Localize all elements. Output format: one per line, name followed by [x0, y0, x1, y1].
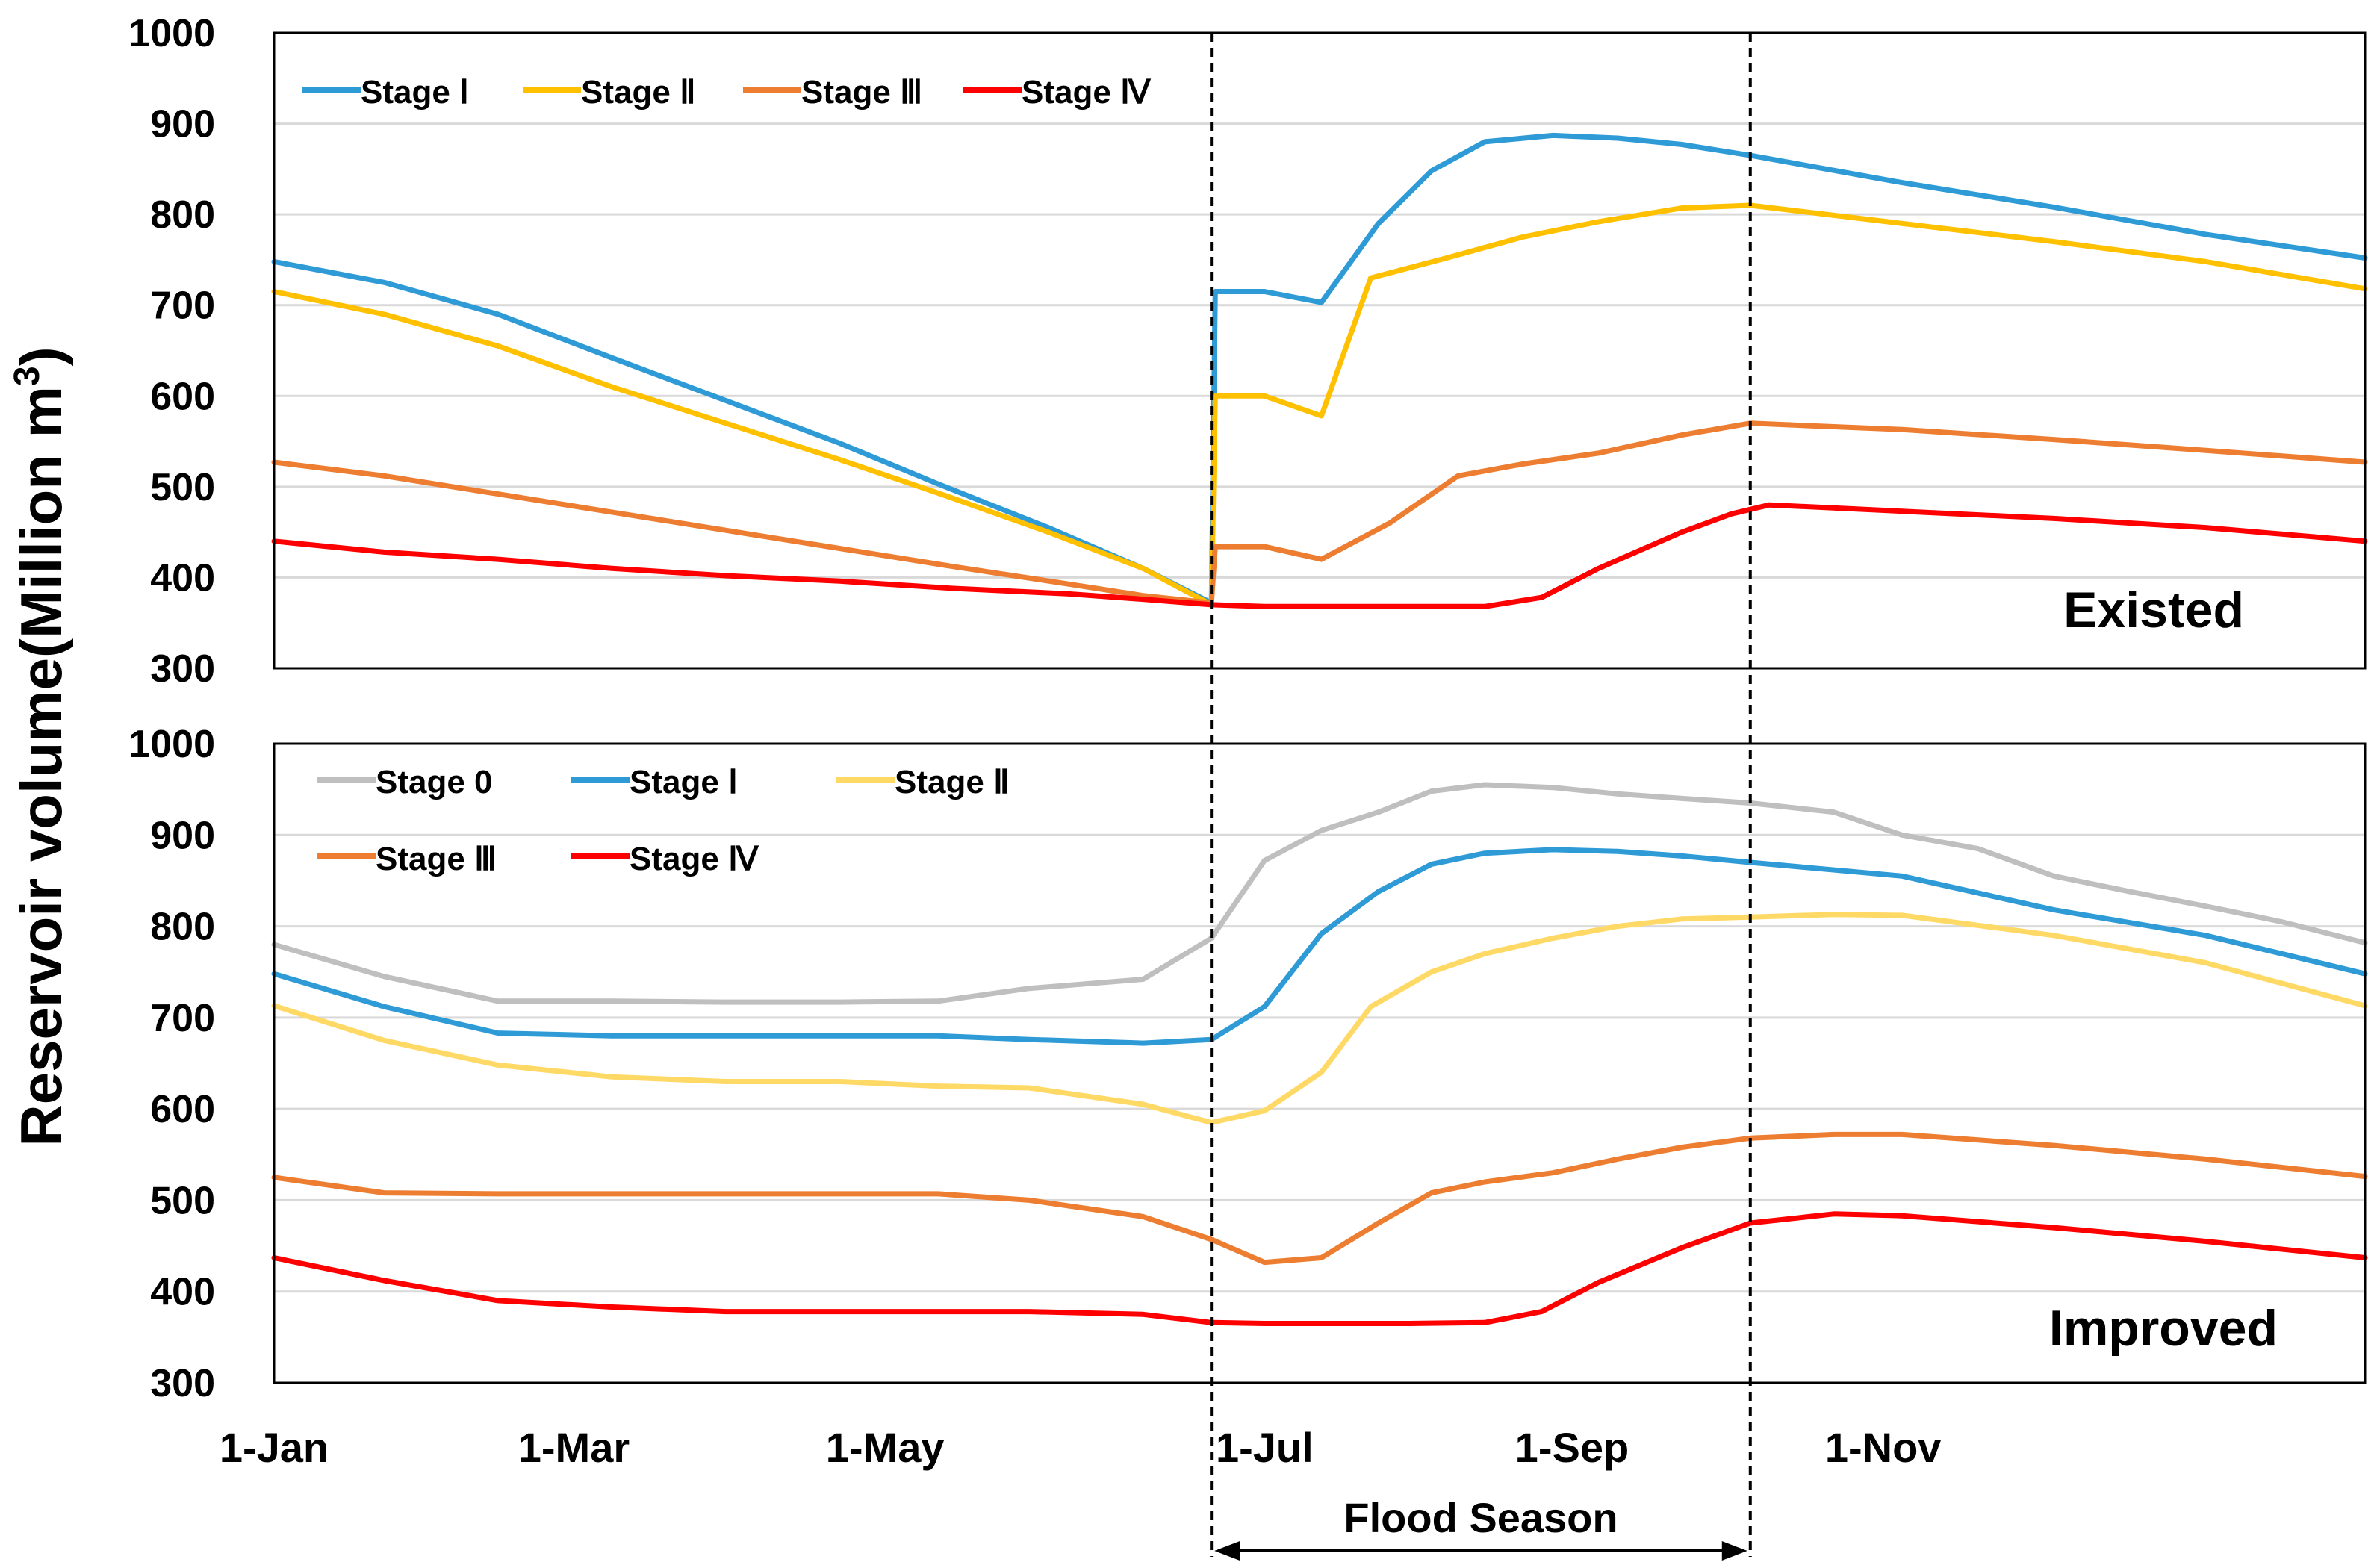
- y-axis-title-close: ): [8, 346, 74, 366]
- y-tick-label: 400: [150, 556, 215, 600]
- y-tick-label: 900: [150, 814, 215, 857]
- panel-existed: 300 400 500 600 700 800 900 1000 Stage Ⅰ Stage Ⅱ…: [128, 12, 2368, 691]
- x-tick-label: 1-Mar: [518, 1424, 630, 1471]
- legend-label: Stage Ⅰ: [361, 74, 469, 111]
- series-line: [271, 132, 2368, 606]
- y-tick-label: 700: [150, 997, 215, 1040]
- series-line: [271, 1131, 2368, 1266]
- legend-label: Stage Ⅱ: [581, 74, 696, 111]
- x-tick-label: 1-Nov: [1825, 1424, 1942, 1471]
- y-tick-label: 300: [150, 647, 215, 691]
- series-line: [271, 420, 2368, 606]
- legend-label: Stage Ⅱ: [895, 764, 1010, 800]
- x-tick-label: 1-Jul: [1216, 1424, 1314, 1471]
- plot-frame-improved: [273, 742, 2367, 1384]
- legend-label: Stage Ⅳ: [1022, 74, 1152, 111]
- plot-frame-existed: [273, 31, 2367, 670]
- panel-label-improved: Improved: [2049, 1300, 2278, 1357]
- y-tick-label: 600: [150, 1088, 215, 1131]
- y-tick-label: 1000: [128, 12, 215, 55]
- y-axis-title-main: Reservoir volume(Million m: [8, 386, 74, 1147]
- y-tick-label: 500: [150, 466, 215, 509]
- x-tick-label: 1-Jan: [220, 1424, 329, 1471]
- y-tick-label: 300: [150, 1362, 215, 1405]
- series-line: [271, 912, 2368, 1125]
- series-line: [271, 847, 2368, 1046]
- legend-label: Stage Ⅳ: [630, 841, 759, 877]
- y-tick-label: 600: [150, 375, 215, 418]
- x-tick-labels: 1-Jan 1-Mar 1-May 1-Jul 1-Sep 1-Nov: [220, 1424, 1942, 1471]
- legend-improved: Stage 0 Stage Ⅰ Stage Ⅱ Stage Ⅲ Stage Ⅳ: [317, 764, 1010, 877]
- y-axis-title: Reservoir volume(Million m3): [7, 346, 74, 1146]
- flood-season-arrowhead-left: [1214, 1541, 1240, 1561]
- legend-label: Stage 0: [376, 764, 493, 800]
- series-lines-improved: [271, 782, 2368, 1326]
- legend-label: Stage Ⅲ: [801, 74, 922, 111]
- series-line: [271, 1211, 2368, 1326]
- gridlines-improved: [274, 833, 2365, 1293]
- legend-existed: Stage Ⅰ Stage Ⅱ Stage Ⅲ Stage Ⅳ: [302, 74, 1152, 111]
- y-tick-labels-improved: 300 400 500 600 700 800 900 1000: [128, 723, 215, 1405]
- x-tick-label: 1-Sep: [1515, 1424, 1629, 1471]
- y-tick-labels-existed: 300 400 500 600 700 800 900 1000: [128, 12, 215, 691]
- gridlines-existed: [274, 122, 2365, 579]
- flood-season-annotation: Flood Season: [1210, 33, 1752, 1561]
- y-tick-label: 800: [150, 193, 215, 237]
- y-tick-label: 400: [150, 1271, 215, 1314]
- series-line: [271, 202, 2368, 608]
- y-tick-label: 1000: [128, 723, 215, 766]
- series-line: [271, 782, 2368, 1005]
- flood-season-label: Flood Season: [1343, 1494, 1618, 1541]
- y-axis-title-superscript: 3: [7, 366, 47, 386]
- panel-improved: 300 400 500 600 700 800 900 1000 Stage 0 Stage Ⅰ…: [128, 723, 2368, 1405]
- y-tick-label: 900: [150, 103, 215, 146]
- flood-season-arrowhead-right: [1721, 1541, 1747, 1561]
- y-tick-label: 800: [150, 906, 215, 949]
- legend-label: Stage Ⅰ: [630, 764, 738, 800]
- y-tick-label: 500: [150, 1179, 215, 1222]
- panel-label-existed: Existed: [2063, 582, 2244, 638]
- x-tick-label: 1-May: [826, 1424, 945, 1471]
- y-tick-label: 700: [150, 284, 215, 328]
- legend-label: Stage Ⅲ: [376, 841, 497, 877]
- series-line: [271, 502, 2368, 609]
- series-lines-existed: [271, 132, 2368, 609]
